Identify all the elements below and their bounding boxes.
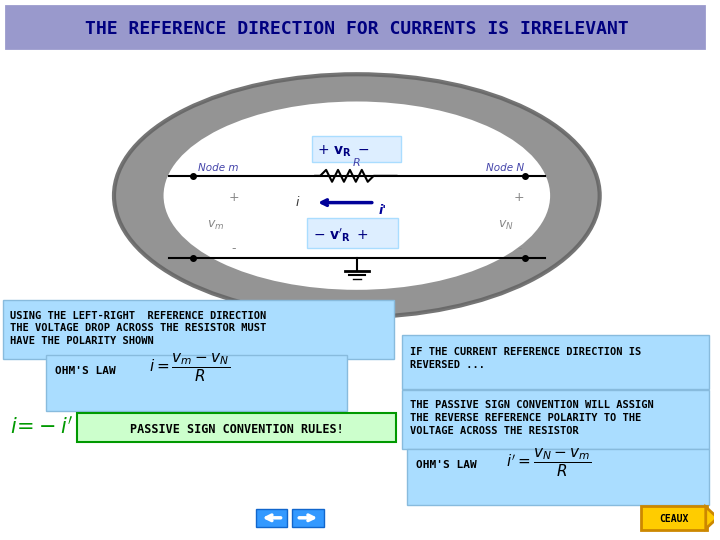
Text: VOLTAGE ACROSS THE RESISTOR: VOLTAGE ACROSS THE RESISTOR [410, 426, 579, 436]
Text: Node m: Node m [198, 163, 238, 173]
FancyBboxPatch shape [312, 136, 402, 162]
Ellipse shape [114, 74, 600, 317]
Ellipse shape [163, 102, 550, 290]
Text: $i' = \dfrac{v_N - v_m}{R}$: $i' = \dfrac{v_N - v_m}{R}$ [505, 446, 591, 478]
FancyBboxPatch shape [402, 335, 708, 389]
Text: $v_m$: $v_m$ [207, 219, 225, 232]
Text: THE REFERENCE DIRECTION FOR CURRENTS IS IRRELEVANT: THE REFERENCE DIRECTION FOR CURRENTS IS … [85, 20, 629, 38]
FancyBboxPatch shape [77, 413, 397, 442]
FancyBboxPatch shape [292, 509, 324, 526]
Text: i': i' [379, 204, 387, 217]
Text: IF THE CURRENT REFERENCE DIRECTION IS: IF THE CURRENT REFERENCE DIRECTION IS [410, 347, 642, 357]
Text: HAVE THE POLARITY SHOWN: HAVE THE POLARITY SHOWN [10, 336, 153, 346]
Text: CEAUX: CEAUX [660, 514, 689, 524]
FancyBboxPatch shape [307, 219, 398, 248]
FancyBboxPatch shape [402, 390, 708, 449]
Text: -: - [232, 242, 236, 255]
Text: +: + [229, 191, 239, 204]
FancyBboxPatch shape [408, 449, 708, 505]
Text: $-\ \mathbf{v'_R}\ +$: $-\ \mathbf{v'_R}\ +$ [313, 226, 369, 244]
Text: Node N: Node N [487, 163, 525, 173]
Text: THE PASSIVE SIGN CONVENTION WILL ASSIGN: THE PASSIVE SIGN CONVENTION WILL ASSIGN [410, 400, 654, 410]
Text: i: i [296, 196, 299, 209]
FancyBboxPatch shape [45, 355, 347, 411]
Text: PASSIVE SIGN CONVENTION RULES!: PASSIVE SIGN CONVENTION RULES! [130, 423, 343, 436]
Polygon shape [706, 507, 718, 529]
FancyBboxPatch shape [6, 6, 703, 48]
FancyBboxPatch shape [256, 509, 287, 526]
Text: R: R [353, 158, 361, 168]
Text: +: + [514, 191, 525, 204]
FancyBboxPatch shape [3, 300, 394, 359]
Text: USING THE LEFT-RIGHT  REFERENCE DIRECTION: USING THE LEFT-RIGHT REFERENCE DIRECTION [10, 310, 266, 321]
Text: THE VOLTAGE DROP ACROSS THE RESISTOR MUST: THE VOLTAGE DROP ACROSS THE RESISTOR MUS… [10, 323, 266, 334]
Text: -: - [517, 242, 522, 255]
Text: $i = \dfrac{v_m - v_N}{R}$: $i = \dfrac{v_m - v_N}{R}$ [149, 352, 230, 384]
Text: REVERSED ...: REVERSED ... [410, 360, 485, 370]
Text: THE REVERSE REFERENCE POLARITY TO THE: THE REVERSE REFERENCE POLARITY TO THE [410, 413, 642, 423]
FancyBboxPatch shape [642, 506, 707, 530]
Text: OHM'S LAW: OHM'S LAW [416, 460, 477, 470]
Text: $v_N$: $v_N$ [498, 219, 513, 232]
Text: $+\ \mathbf{v_R}\ -$: $+\ \mathbf{v_R}\ -$ [318, 143, 370, 159]
Text: $i\!=\!-i'$: $i\!=\!-i'$ [10, 416, 73, 437]
Text: OHM'S LAW: OHM'S LAW [55, 366, 115, 376]
